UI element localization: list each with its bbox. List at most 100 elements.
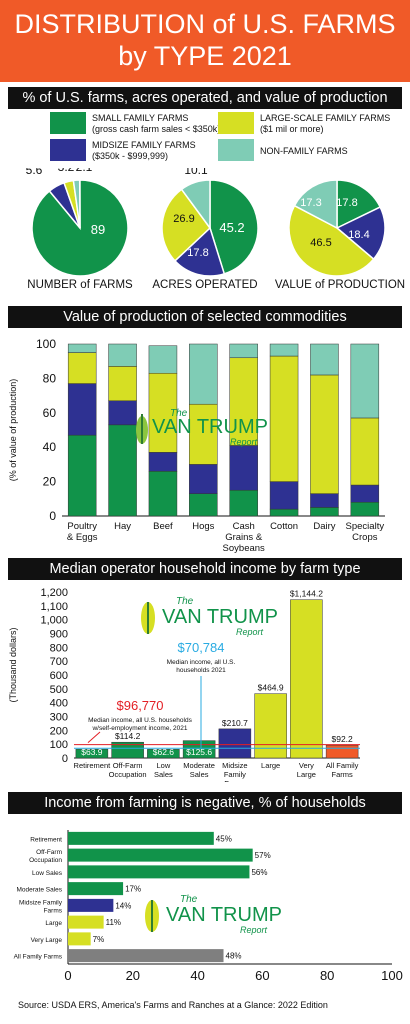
pie-2-label-midsize: 18.4 [348,229,369,241]
section3-title: Median operator household income by farm… [8,558,402,580]
y-tick-label: 1,100 [40,601,68,613]
legend-swatch-midsize [50,139,86,161]
x-tick-label: Cash [233,521,255,532]
annotation-value-red: $96,770 [117,698,164,713]
negative-income-label: 48% [226,952,242,961]
negative-income-bar [68,898,114,912]
pie-charts: 89 5.6 3.22.1 45.2 17.8 26.9 10.1 17.8 18.4 46.5 1… [26,168,386,277]
bar-nonfamily [350,343,380,419]
x-tick-label: Farms [224,779,245,782]
legend-swatch-large [218,112,254,134]
pie-2-label-nonfamily: 17.3 [300,197,321,209]
x-tick-label: Grains & [225,532,263,543]
y-tick-label: 80 [43,371,57,385]
negative-income-bar [68,949,224,963]
legend-small-line1: SMALL FAMILY FARMS [92,113,189,123]
bar-nonfamily [310,343,339,376]
legend-swatch-nonfamily [218,139,254,161]
bar-large [269,355,299,482]
section2-title: Value of production of selected commodit… [8,306,402,328]
x-tick-label: 20 [126,968,140,983]
logo-name: VAN TRUMP [152,416,268,438]
pie-1-label-midsize: 17.8 [187,247,208,259]
income-bar-label: $63.9 [81,747,103,757]
bar-midsize [148,452,178,472]
bar-small [229,489,258,517]
y-tick-label: Farms [44,907,63,914]
y-tick-label: 100 [50,739,68,751]
y-tick-label: Retirement [30,836,62,843]
x-tick-label: Cotton [270,521,298,532]
income-bar [147,749,180,759]
annotation-text-blue: Median income, all U.S. [167,659,236,666]
x-tick-label: Specialty [346,521,385,532]
section1-title: % of U.S. farms, acres operated, and val… [8,87,402,109]
annotation-arrow-red [87,731,101,743]
income-bar [325,744,359,759]
income-chart: 01002003004005006007008009001,0001,1001,… [8,587,360,782]
x-tick-label: 60 [255,968,269,983]
legend-large-line1: LARGE-SCALE FAMILY FARMS [260,113,391,123]
bar-large [350,417,380,486]
bar-small [189,493,218,517]
negative-income-bar [68,882,124,896]
van-trump-logo: The VAN TRUMP Report [136,592,286,647]
bar-midsize [269,481,299,510]
bar-large [310,374,339,494]
y-tick-label: 700 [50,656,68,668]
pie-label-value: VALUE of PRODUCTION [274,279,406,291]
x-tick-label: 100 [381,968,403,983]
negative-income-label: 7% [93,935,105,944]
pie-0-label-small: 89 [91,222,105,237]
bar-midsize [350,484,380,503]
x-tick-label: 80 [320,968,334,983]
x-tick-label: Low [156,761,170,770]
y-tick-label: 1,000 [40,615,68,627]
pie-1-slice-midsize [173,226,226,277]
bar-large [189,403,218,465]
bar-nonfamily [269,343,299,357]
negative-income-label: 17% [125,885,141,894]
x-tick-label: All Family [326,761,359,770]
legend-nonfamily-line1: NON-FAMILY FARMS [260,146,348,156]
y-tick-label: Off-Farm [36,849,62,856]
y-tick-label: 100 [36,337,56,351]
logo-name: VAN TRUMP [166,904,282,926]
income-bar-label: $210.7 [222,718,248,728]
bar-midsize [108,400,137,426]
pie-label-acres: ACRES OPERATED [152,279,258,291]
bar-small [148,471,178,517]
pie-0-slice-nonfamily [72,179,81,229]
x-tick-label: 40 [190,968,204,983]
y-tick-label: 900 [50,629,68,641]
y-tick-label: 400 [50,698,68,710]
income-bar-label: $92.2 [331,734,353,744]
pie-0-label-large: 3.2 [58,168,75,174]
header-title-line1: DISTRIBUTION of U.S. FARMS [14,9,396,39]
y-tick-label: 0 [49,509,56,523]
y-tick-label: Occupation [29,857,62,864]
y-tick-label: 1,200 [40,587,68,599]
wheat-icon [136,414,148,444]
x-tick-label: Off-Farm [113,761,143,770]
pie-1-slice-large [161,188,211,262]
van-trump-logo: The VAN TRUMP Report [130,400,280,455]
x-tick-label: Occupation [109,770,147,779]
logo-report: Report [240,925,268,935]
logo-mark-3: The VAN TRUMP Report [145,894,282,935]
income-bar [254,693,287,759]
pie-0-label-nonfamily: 2.1 [76,168,93,174]
bar-midsize [229,445,258,491]
pie-1-slice-small [209,179,259,275]
logo-report: Report [236,627,264,637]
legend-swatch-small [50,112,86,134]
bar-large [229,357,258,446]
x-tick-label: Retirement [74,761,112,770]
pie-1-label-nonfamily: 10.1 [184,168,208,177]
legend-small: SMALL FAMILY FARMS (gross cash farm sale… [92,113,220,135]
bar-midsize [67,383,97,436]
pie-2-label-large: 46.5 [310,237,331,249]
pie-2-slice-small [336,179,382,230]
negative-income-label: 45% [216,834,232,843]
x-tick-label: Poultry [67,521,97,532]
